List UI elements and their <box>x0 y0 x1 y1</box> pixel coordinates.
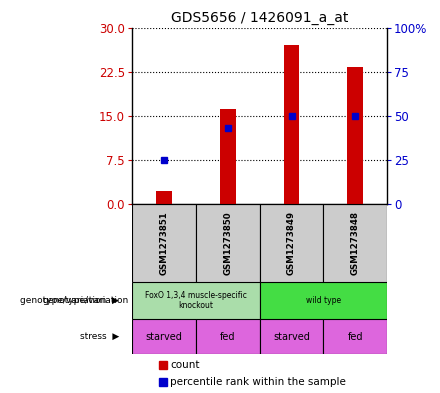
Text: GSM1273851: GSM1273851 <box>159 211 169 275</box>
Text: FoxO 1,3,4 muscle-specific
knockout: FoxO 1,3,4 muscle-specific knockout <box>145 291 247 310</box>
Text: GSM1273849: GSM1273849 <box>287 211 296 275</box>
Text: GSM1273848: GSM1273848 <box>351 211 360 275</box>
Bar <box>260 282 387 320</box>
Bar <box>196 320 260 354</box>
Bar <box>260 320 323 354</box>
Bar <box>323 320 387 354</box>
Bar <box>196 204 260 282</box>
Bar <box>156 191 172 204</box>
Text: starved: starved <box>146 332 182 342</box>
Bar <box>220 108 236 204</box>
Bar <box>347 68 363 204</box>
Text: wild type: wild type <box>306 296 341 305</box>
Text: starved: starved <box>273 332 310 342</box>
Text: stress  ▶: stress ▶ <box>80 332 119 341</box>
Bar <box>283 45 300 204</box>
Bar <box>260 204 323 282</box>
Bar <box>323 204 387 282</box>
Text: genotype/variation  ▶: genotype/variation ▶ <box>20 296 119 305</box>
Bar <box>132 204 196 282</box>
Text: percentile rank within the sample: percentile rank within the sample <box>170 377 346 387</box>
Text: fed: fed <box>220 332 235 342</box>
Bar <box>132 282 260 320</box>
Title: GDS5656 / 1426091_a_at: GDS5656 / 1426091_a_at <box>171 11 348 25</box>
Text: GSM1273850: GSM1273850 <box>223 211 232 275</box>
Text: genotype/variation: genotype/variation <box>43 296 129 305</box>
Bar <box>132 320 196 354</box>
Text: count: count <box>170 360 200 370</box>
Text: fed: fed <box>348 332 363 342</box>
